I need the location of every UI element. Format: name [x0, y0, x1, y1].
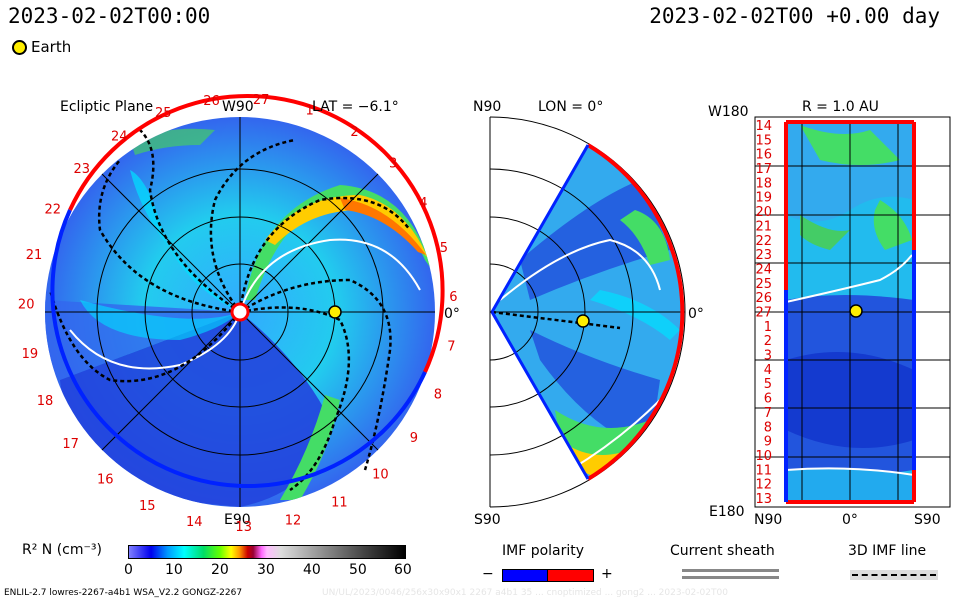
- imf-negative-swatch: [502, 569, 549, 582]
- time-offset-title: 2023-02-02T00 +0.00 day: [649, 4, 940, 28]
- sector-number: 17: [62, 437, 79, 452]
- ecliptic-grid: [45, 117, 435, 507]
- sector-number: 11: [331, 496, 348, 511]
- sector-number: 7: [447, 340, 455, 355]
- sector-number: 20: [18, 297, 35, 312]
- sector-number: 27: [253, 93, 270, 108]
- colorbar-tick: 10: [165, 562, 183, 578]
- current-sheath-title: Current sheath: [670, 543, 775, 559]
- sector-number: 9: [410, 431, 418, 446]
- sector-number: 15: [139, 499, 156, 514]
- sector-number: 4: [419, 196, 427, 211]
- colorbar-ticks: 0 10 20 30 40 50 60: [118, 562, 418, 580]
- colorbar-tick: 60: [394, 562, 412, 578]
- ecliptic-boundary-positive: [68, 93, 445, 373]
- sector-number: 25: [155, 106, 172, 121]
- sector-number: 10: [372, 468, 389, 483]
- imf-positive-swatch: [547, 569, 594, 582]
- sector-number: 3: [389, 157, 397, 172]
- sector-number: 24: [111, 129, 128, 144]
- sector-number: 16: [97, 472, 114, 487]
- faint-footer: UN/UL/2023/0046/256x30x90x1 2267 a4b1 35…: [322, 588, 728, 598]
- sector-number: 8: [434, 387, 442, 402]
- ecliptic-lat-label: LAT = −6.1°: [312, 99, 399, 115]
- earth-marker-ecliptic: [328, 305, 342, 319]
- sector-number: 23: [74, 162, 91, 177]
- earth-icon: [12, 39, 27, 55]
- ecliptic-bottom-label: E90: [224, 512, 251, 528]
- colorbar-tick: 40: [303, 562, 321, 578]
- imf-line-title: 3D IMF line: [848, 543, 927, 559]
- imf-line-swatch: [852, 574, 936, 576]
- timestamp-title: 2023-02-02T00:00: [8, 4, 211, 28]
- ecliptic-title: Ecliptic Plane: [60, 99, 153, 115]
- sector-number: 14: [186, 515, 203, 530]
- imf-minus-sign: −: [482, 566, 494, 582]
- colorbar-tick: 20: [211, 562, 229, 578]
- sector-number: 19: [22, 347, 39, 362]
- colorbar-tick: 0: [124, 562, 133, 578]
- colorbar-tick: 50: [349, 562, 367, 578]
- sector-number: 1: [306, 104, 314, 119]
- sector-number: 26: [203, 94, 220, 109]
- colorbar-tick: 30: [257, 562, 275, 578]
- ecliptic-top-label: W90: [222, 99, 254, 115]
- current-sheath-swatch-top: [682, 569, 779, 572]
- sector-number: 21: [26, 248, 43, 263]
- imf-plus-sign: +: [601, 566, 613, 582]
- sector-number: 2: [350, 125, 358, 140]
- ecliptic-boundary-negative: [50, 209, 427, 489]
- current-sheath-swatch-bottom: [682, 576, 779, 579]
- ecliptic-imf-lines: [48, 129, 411, 492]
- sector-number: 5: [440, 241, 448, 256]
- earth-legend: Earth: [12, 38, 71, 56]
- sector-number: 12: [285, 513, 302, 528]
- sector-number: 13: [235, 520, 252, 535]
- colorbar-label: R² N (cm⁻³): [22, 542, 102, 558]
- colorbar: [128, 545, 406, 559]
- earth-legend-label: Earth: [31, 38, 72, 56]
- sun-marker: [230, 302, 250, 322]
- sector-number: 6: [449, 290, 457, 305]
- imf-polarity-title: IMF polarity: [502, 543, 585, 559]
- sector-number: 18: [37, 394, 54, 409]
- ecliptic-right-label: 0°: [444, 306, 460, 322]
- ecliptic-current-sheath: [69, 238, 421, 370]
- sector-number: 22: [45, 202, 62, 217]
- model-footer: ENLIL-2.7 lowres-2267-a4b1 WSA_V2.2 GONG…: [4, 588, 243, 598]
